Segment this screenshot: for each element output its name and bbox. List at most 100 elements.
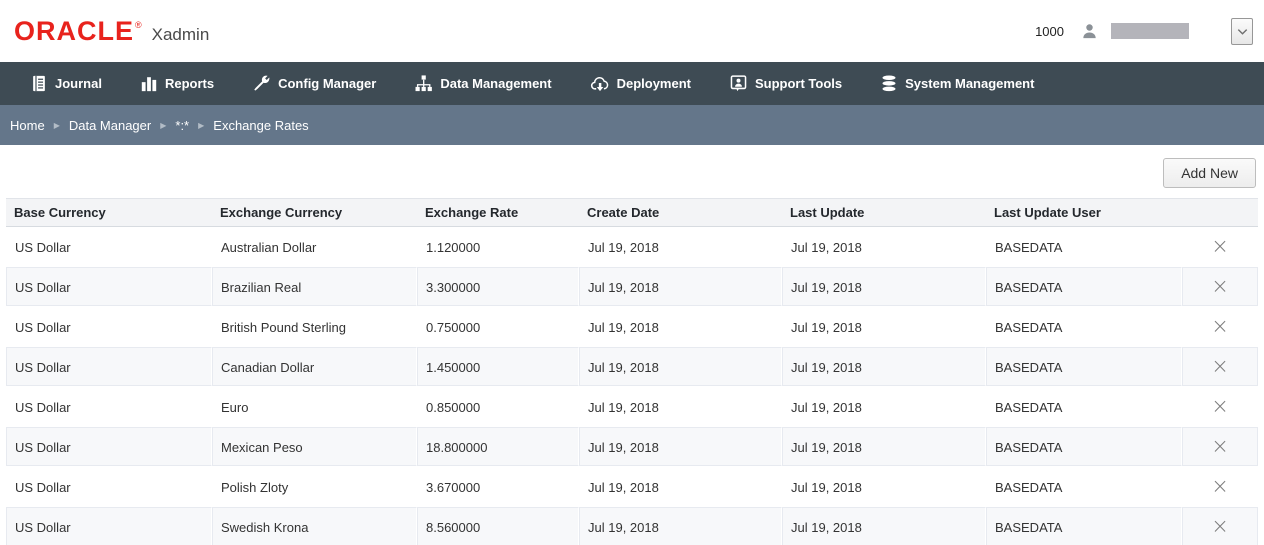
cell-base-currency: US Dollar <box>15 240 71 255</box>
table-row[interactable]: US Dollar Canadian Dollar 1.450000 Jul 1… <box>6 347 1258 386</box>
delete-row-button[interactable]: × <box>1205 316 1235 337</box>
delete-row-button[interactable]: × <box>1205 476 1235 497</box>
nav-label: Reports <box>164 76 215 91</box>
cell-exchange-rate: 1.450000 <box>417 347 579 386</box>
cell-exchange-currency: Mexican Peso <box>212 427 417 466</box>
breadcrumb-exchange-rates: Exchange Rates <box>213 117 309 133</box>
delete-row-button[interactable]: × <box>1205 276 1235 297</box>
reports-icon <box>140 74 158 93</box>
cell-exchange-rate: 18.800000 <box>417 427 579 466</box>
cell-exchange-currency: Brazilian Real <box>212 267 417 306</box>
column-header-base-currency: Base Currency <box>14 205 106 220</box>
deployment-icon <box>590 74 610 93</box>
nav-item-journal[interactable]: Journal <box>30 74 102 93</box>
cell-last-update-user: BASEDATA <box>995 400 1063 415</box>
column-header-last-update: Last Update <box>790 205 865 220</box>
cell-exchange-currency: Australian Dollar <box>221 240 317 255</box>
delete-row-button[interactable]: × <box>1205 236 1235 257</box>
breadcrumb: Home ▶ Data Manager ▶ *:* ▶ Exchange Rat… <box>0 105 1264 145</box>
nav-item-system-management[interactable]: System Management <box>880 74 1034 93</box>
cell-create-date: Jul 19, 2018 <box>588 480 659 495</box>
cell-exchange-rate: 0.750000 <box>426 320 481 335</box>
breadcrumb-separator-icon: ▶ <box>53 120 60 130</box>
cell-last-update-user: BASEDATA <box>995 320 1063 335</box>
cell-last-update: Jul 19, 2018 <box>791 240 862 255</box>
cell-last-update: Jul 19, 2018 <box>782 347 986 386</box>
nav-label: Data Management <box>440 76 552 91</box>
system-management-icon <box>880 74 898 93</box>
nav-item-deployment[interactable]: Deployment <box>590 74 691 93</box>
breadcrumb-home[interactable]: Home <box>10 117 45 133</box>
cell-base-currency: US Dollar <box>6 507 212 545</box>
delete-row-button[interactable]: × <box>1205 356 1235 377</box>
cell-create-date: Jul 19, 2018 <box>579 347 782 386</box>
username-redacted <box>1111 23 1189 39</box>
delete-row-button[interactable]: × <box>1205 396 1235 417</box>
chevron-down-icon <box>1237 24 1248 39</box>
table-row[interactable]: US Dollar Swedish Krona 8.560000 Jul 19,… <box>6 507 1258 545</box>
cell-exchange-rate: 3.670000 <box>426 480 481 495</box>
cell-create-date: Jul 19, 2018 <box>579 427 782 466</box>
cell-create-date: Jul 19, 2018 <box>579 507 782 545</box>
column-header-actions <box>1182 199 1258 226</box>
header-right: 1000 <box>1035 17 1253 45</box>
cell-actions: × <box>1182 467 1258 506</box>
table-row[interactable]: US Dollar Brazilian Real 3.300000 Jul 19… <box>6 267 1258 306</box>
cell-base-currency: US Dollar <box>6 347 212 386</box>
cell-last-update-user: BASEDATA <box>986 427 1182 466</box>
table-row[interactable]: US Dollar Euro 0.850000 Jul 19, 2018 Jul… <box>6 387 1258 426</box>
user-avatar-icon <box>1080 22 1099 41</box>
cell-last-update: Jul 19, 2018 <box>782 507 986 545</box>
app-header: ORACLE ® Xadmin 1000 <box>0 0 1264 62</box>
table-row[interactable]: US Dollar Australian Dollar 1.120000 Jul… <box>6 227 1258 266</box>
cell-last-update-user: BASEDATA <box>986 507 1182 545</box>
cell-actions: × <box>1182 227 1258 266</box>
registered-mark: ® <box>135 19 142 30</box>
cell-actions: × <box>1182 507 1258 545</box>
cell-last-update-user: BASEDATA <box>995 240 1063 255</box>
cell-actions: × <box>1182 427 1258 466</box>
nav-item-support-tools[interactable]: Support Tools <box>729 74 842 93</box>
cell-exchange-currency: Canadian Dollar <box>212 347 417 386</box>
user-menu-dropdown-button[interactable] <box>1231 17 1253 45</box>
data-management-icon <box>414 74 433 93</box>
table-row[interactable]: US Dollar Mexican Peso 18.800000 Jul 19,… <box>6 427 1258 466</box>
oracle-logo: ORACLE <box>14 15 134 46</box>
cell-last-update: Jul 19, 2018 <box>791 320 862 335</box>
delete-row-button[interactable]: × <box>1205 516 1235 537</box>
breadcrumb-data-manager[interactable]: Data Manager <box>68 117 152 133</box>
cell-create-date: Jul 19, 2018 <box>588 320 659 335</box>
cell-last-update: Jul 19, 2018 <box>791 400 862 415</box>
nav-label: Deployment <box>616 76 691 91</box>
cell-create-date: Jul 19, 2018 <box>588 400 659 415</box>
column-header-exchange-currency: Exchange Currency <box>220 205 343 220</box>
cell-actions: × <box>1182 307 1258 346</box>
cell-create-date: Jul 19, 2018 <box>588 240 659 255</box>
cell-actions: × <box>1182 267 1258 306</box>
breadcrumb-separator-icon: ▶ <box>160 120 167 130</box>
nav-item-reports[interactable]: Reports <box>140 74 214 93</box>
cell-base-currency: US Dollar <box>6 267 212 306</box>
breadcrumb-scope[interactable]: *:* <box>175 117 190 133</box>
cell-last-update: Jul 19, 2018 <box>782 267 986 306</box>
nav-label: System Management <box>905 76 1035 91</box>
nav-item-data-management[interactable]: Data Management <box>414 74 552 93</box>
nav-item-config-manager[interactable]: Config Manager <box>252 74 376 93</box>
table-row[interactable]: US Dollar British Pound Sterling 0.75000… <box>6 307 1258 346</box>
cell-last-update: Jul 19, 2018 <box>782 427 986 466</box>
cell-exchange-currency: Euro <box>221 400 249 415</box>
table-row[interactable]: US Dollar Polish Zloty 3.670000 Jul 19, … <box>6 467 1258 506</box>
cell-base-currency: US Dollar <box>15 320 71 335</box>
cell-exchange-rate: 8.560000 <box>417 507 579 545</box>
exchange-rates-table: Base Currency Exchange Currency Exchange… <box>6 198 1258 545</box>
cell-base-currency: US Dollar <box>15 400 71 415</box>
support-tools-icon <box>729 74 748 93</box>
delete-row-button[interactable]: × <box>1205 436 1235 457</box>
config-manager-icon <box>252 74 271 93</box>
brand: ORACLE ® Xadmin <box>14 16 209 47</box>
main-nav: Journal Reports Config Manager <box>0 62 1264 105</box>
content-toolbar: Add New <box>0 145 1264 198</box>
add-new-button[interactable]: Add New <box>1163 158 1256 188</box>
nav-label: Journal <box>55 76 102 91</box>
